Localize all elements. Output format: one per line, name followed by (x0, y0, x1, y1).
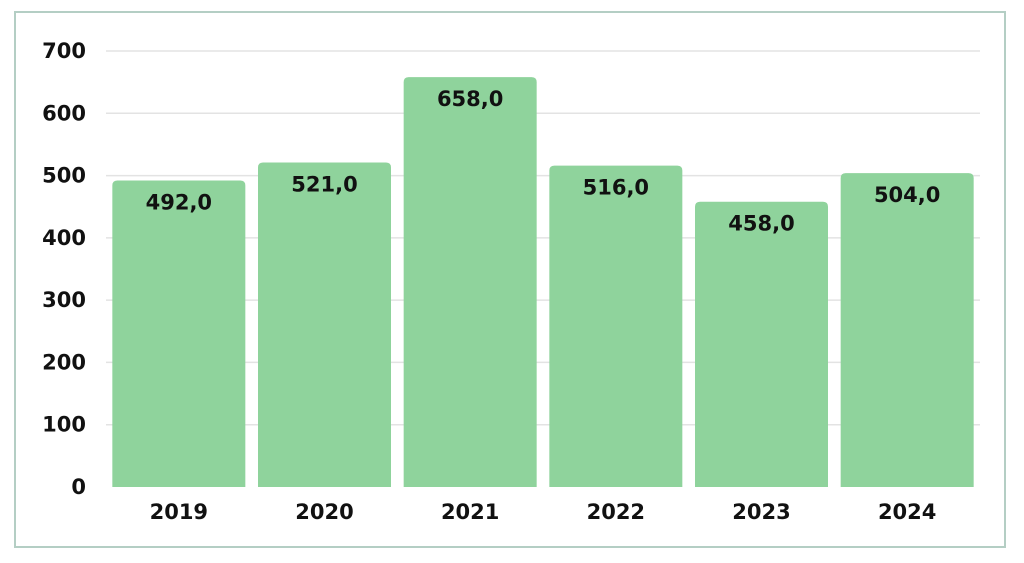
x-axis-ticks: 2019 2020 2021 2022 2023 2024 (150, 500, 937, 524)
data-label-2019: 492,0 (146, 191, 212, 215)
bar-2023 (695, 201, 828, 487)
bar-2022 (549, 165, 683, 487)
bar-2020 (258, 162, 391, 487)
x-tick-label-2024: 2024 (878, 500, 936, 524)
bar-2021 (403, 77, 537, 487)
x-tick-label-2023: 2023 (732, 500, 790, 524)
bar-2024 (840, 173, 974, 487)
y-axis-ticks: 0 100 200 300 400 500 600 700 (42, 39, 86, 499)
x-tick-label-2020: 2020 (295, 500, 353, 524)
gridlines (106, 50, 980, 426)
y-tick-label: 400 (42, 226, 86, 250)
data-labels: 492,0 521,0 658,0 516,0 458,0 504,0 (146, 87, 941, 236)
y-tick-label: 600 (42, 101, 86, 125)
data-label-2024: 504,0 (874, 183, 940, 207)
data-label-2023: 458,0 (728, 212, 794, 236)
y-tick-label: 100 (42, 413, 86, 437)
y-tick-label: 0 (71, 475, 86, 499)
data-label-2020: 521,0 (291, 172, 357, 196)
bar-2019 (112, 180, 246, 487)
data-label-2021: 658,0 (437, 87, 503, 111)
bars (112, 77, 974, 487)
y-tick-label: 700 (42, 39, 86, 63)
y-tick-label: 300 (42, 288, 86, 312)
x-tick-label-2021: 2021 (441, 500, 499, 524)
data-label-2022: 516,0 (583, 176, 649, 200)
y-tick-label: 500 (42, 164, 86, 188)
y-tick-label: 200 (42, 350, 86, 374)
x-tick-label-2022: 2022 (587, 500, 645, 524)
x-tick-label-2019: 2019 (150, 500, 208, 524)
